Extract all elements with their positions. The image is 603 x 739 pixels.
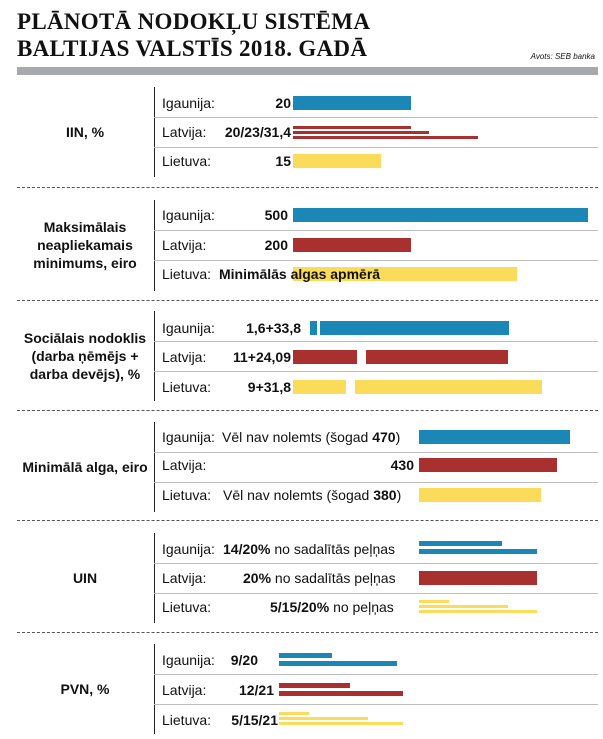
- category-label-minimala-alga: Minimālā alga, eiro: [22, 459, 148, 475]
- country-label-lv: Latvija:: [162, 237, 207, 253]
- bar-minalga-lt: [419, 488, 541, 502]
- country-label-lt: Lietuva:: [162, 379, 212, 395]
- country-label-ee: Igaunija:: [162, 95, 215, 111]
- bar-pvn-ee-9: [279, 653, 332, 658]
- country-label-ee: Igaunija:: [162, 207, 215, 223]
- section-divider: [17, 187, 598, 188]
- section-divider: [17, 520, 598, 521]
- bar-iin-lv-23: [293, 131, 429, 134]
- row-divider: [154, 371, 598, 372]
- data-label-uin-lv: 20% no sadalītās peļņas: [243, 570, 396, 586]
- bar-soc-lt-employer: [355, 380, 542, 394]
- country-label-lt: Lietuva:: [162, 712, 212, 728]
- data-label: 20/23/31,4: [224, 124, 291, 140]
- bar-iin-lv-20: [293, 126, 411, 129]
- bar-iin-ee: [293, 96, 411, 110]
- bar-uin-lt-15: [419, 605, 508, 608]
- chart-title-line-2: BALTIJAS VALSTĪS 2018. GADĀ: [17, 36, 368, 61]
- section-vline: [154, 87, 155, 177]
- bar-uin-ee-14: [419, 541, 502, 546]
- data-label: 9/20: [230, 652, 258, 668]
- bar-pvn-lt-15: [279, 717, 368, 720]
- country-label-ee: Igaunija:: [162, 541, 215, 557]
- bar-pvn-lv-21: [279, 691, 403, 696]
- bar-uin-lt-20: [419, 610, 537, 613]
- bar-uin-lt-5: [419, 600, 449, 603]
- chart-title-line-1: PLĀNOTĀ NODOKĻU SISTĒMA: [17, 9, 371, 34]
- data-label: 500: [264, 207, 288, 223]
- bar-soc-lv-employee: [293, 350, 357, 364]
- country-label-lt: Lietuva:: [162, 153, 212, 169]
- header-rule: [17, 67, 598, 75]
- row-divider: [154, 593, 598, 594]
- country-label-lv: Latvija:: [162, 682, 207, 698]
- bar-soc-lt-employee: [293, 380, 346, 394]
- data-label: 12/21: [238, 682, 274, 698]
- section-divider: [17, 632, 598, 633]
- row-divider: [154, 260, 598, 261]
- country-label-lv: Latvija:: [162, 570, 207, 586]
- bar-iin-lv-31-4: [293, 136, 478, 139]
- row-divider: [154, 341, 598, 342]
- country-label-lt: Lietuva:: [162, 266, 212, 282]
- bar-minalga-ee: [419, 430, 570, 444]
- category-label-neapliekamais: Maksimālais neapliekamais minimums, eiro: [33, 219, 137, 271]
- source-note: Avots: SEB banka: [530, 52, 595, 61]
- row-divider: [154, 563, 598, 564]
- section-vline: [154, 533, 155, 623]
- data-label: 430: [390, 457, 414, 473]
- data-label: 5/15/21: [231, 712, 278, 728]
- section-vline: [154, 422, 155, 512]
- data-label-lt-min-alga: Vēl nav nolemts (šogad 380): [223, 487, 402, 503]
- bar-neapl-lv: [293, 238, 411, 252]
- bar-uin-ee-20: [419, 549, 537, 554]
- data-label: 20: [275, 95, 291, 111]
- bar-minalga-lv: [419, 458, 557, 472]
- bar-neapl-ee: [293, 208, 588, 222]
- bar-pvn-lt-21: [279, 722, 403, 725]
- row-divider: [154, 230, 598, 231]
- country-label-lt: Lietuva:: [162, 487, 212, 503]
- category-label-iin: IIN, %: [65, 124, 105, 140]
- country-label-lt: Lietuva:: [162, 599, 212, 615]
- row-divider: [154, 117, 598, 118]
- category-label-pvn: PVN, %: [60, 681, 110, 697]
- row-divider: [154, 452, 598, 453]
- bar-uin-lv: [419, 571, 537, 585]
- row-divider: [154, 482, 598, 483]
- bar-pvn-lv-12: [279, 683, 350, 688]
- section-vline: [154, 644, 155, 734]
- bar-soc-ee-employer: [320, 321, 509, 335]
- data-label-minimalas-algas: Minimālās algas apmērā: [219, 266, 381, 282]
- category-label-socialais: Sociālais nodoklis (darba ņēmējs + darba…: [23, 330, 147, 382]
- row-divider: [154, 147, 598, 148]
- bar-neapl-lt: [293, 267, 517, 281]
- bar-soc-ee-employee: [310, 321, 317, 335]
- data-label: 9+31,8: [247, 379, 291, 395]
- country-label-lv: Latvija:: [162, 349, 207, 365]
- row-divider: [154, 704, 598, 705]
- country-label-ee: Igaunija:: [162, 320, 215, 336]
- data-label: 200: [264, 237, 288, 253]
- data-label: 1,6+33,8: [246, 320, 301, 336]
- data-label-ee-min-alga: Vēl nav nolemts (šogad 470): [222, 429, 401, 445]
- data-label: 15: [275, 153, 291, 169]
- data-label-uin-ee: 14/20% no sadalītās peļņas: [223, 541, 396, 557]
- section-divider: [17, 300, 598, 301]
- bar-iin-lt: [293, 154, 381, 168]
- country-label-lv: Latvija:: [162, 124, 207, 140]
- bar-pvn-lt-5: [279, 712, 309, 715]
- country-label-lv: Latvija:: [162, 457, 207, 473]
- data-label-uin-lt: 5/15/20% no peļņas: [270, 599, 394, 615]
- section-vline: [154, 311, 155, 401]
- bar-pvn-ee-20: [279, 661, 397, 666]
- section-vline: [154, 200, 155, 291]
- country-label-ee: Igaunija:: [162, 429, 215, 445]
- country-label-ee: Igaunija:: [162, 652, 215, 668]
- data-label: 11+24,09: [232, 349, 291, 365]
- bar-soc-lv-employer: [366, 350, 508, 364]
- row-divider: [154, 674, 598, 675]
- category-label-uin: UIN: [72, 570, 98, 586]
- section-divider: [17, 410, 598, 411]
